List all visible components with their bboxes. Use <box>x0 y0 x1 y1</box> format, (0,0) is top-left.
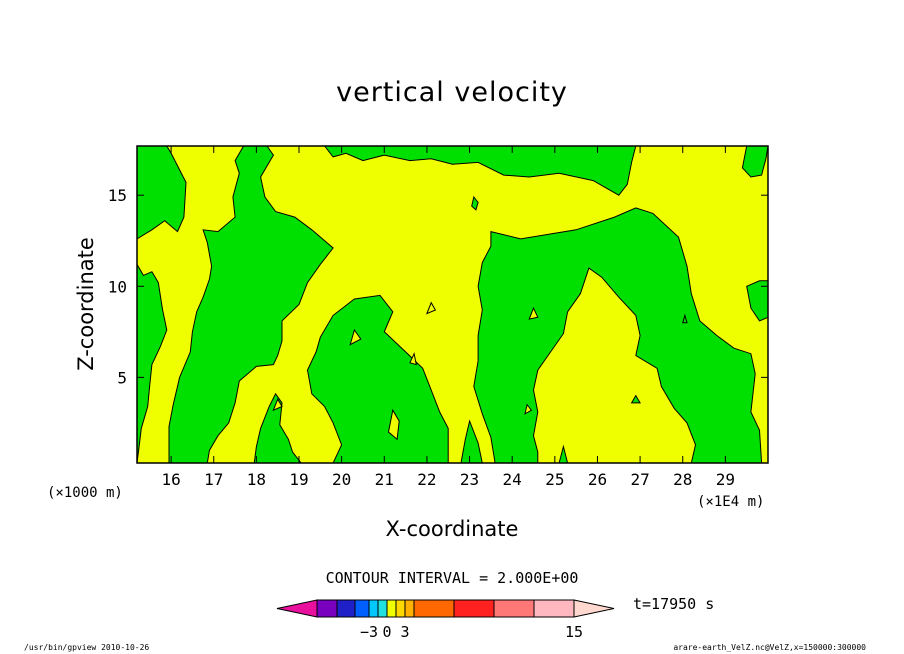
colorbar-box <box>493 599 535 618</box>
negative-region-4 <box>528 306 539 320</box>
positive-region-11 <box>471 195 479 211</box>
x-tick-label: 17 <box>204 470 223 489</box>
x-units-right-label: (×1E4 m) <box>697 494 764 510</box>
y-tick-label: 15 <box>108 186 127 205</box>
positive-region-1 <box>136 262 168 464</box>
chart-title: vertical velocity <box>336 77 568 108</box>
negative-region-5 <box>272 398 283 412</box>
colorbar-label: 0 <box>382 623 391 641</box>
negative-region-1 <box>349 328 362 346</box>
contour-interval-label: CONTOUR INTERVAL = 2.000E+00 <box>326 569 579 587</box>
colorbar-label: 3 <box>400 623 409 641</box>
negative-velocity-regions <box>272 301 539 441</box>
positive-region-2 <box>168 145 334 464</box>
x-tick-label: 19 <box>289 470 308 489</box>
positive-region-12 <box>682 313 688 324</box>
colorbar-box <box>413 599 455 618</box>
plot-frame <box>136 145 769 464</box>
x-tick-label: 21 <box>375 470 394 489</box>
positive-region-13 <box>630 394 641 404</box>
x-axis-ticks: 16 17 18 19 20 21 22 23 24 25 26 27 28 29 <box>161 146 735 489</box>
x-tick-label: 23 <box>460 470 479 489</box>
footer-right: arare-earth_VelZ.nc@VelZ,x=150000:300000 <box>673 643 866 652</box>
colorbar-box <box>377 599 388 618</box>
colorbar-box <box>533 599 575 618</box>
positive-region-0 <box>136 145 187 240</box>
y-tick-label: 10 <box>108 277 127 296</box>
x-tick-label: 20 <box>332 470 351 489</box>
y-axis-label: Z-coordinate <box>74 237 98 371</box>
colorbar-labels: −3 0 3 15 <box>360 623 583 641</box>
negative-region-3 <box>524 403 533 415</box>
x-units-left-label: (×1000 m) <box>47 485 123 501</box>
negative-region-2 <box>409 352 417 366</box>
x-tick-label: 18 <box>247 470 266 489</box>
positive-region-8 <box>306 294 449 464</box>
time-label: t=17950 s <box>633 595 714 613</box>
colorbar-label: 15 <box>565 623 583 641</box>
negative-region-0 <box>387 408 400 441</box>
colorbar-box <box>316 599 338 618</box>
positive-velocity-regions <box>136 145 769 464</box>
x-tick-label: 22 <box>417 470 436 489</box>
colorbar-box <box>336 599 356 618</box>
colorbar-box <box>395 599 406 618</box>
plot-area: 16 17 18 19 20 21 22 23 24 25 26 27 28 29 5 10 15 <box>108 145 769 489</box>
colorbar-box <box>404 599 415 618</box>
x-axis-label: X-coordinate <box>386 517 519 541</box>
y-axis-ticks: 5 10 15 <box>108 186 768 387</box>
colorbar-box <box>453 599 495 618</box>
x-tick-label: 26 <box>588 470 607 489</box>
positive-region-4 <box>323 145 637 196</box>
x-tick-label: 28 <box>673 470 692 489</box>
positive-region-5 <box>473 207 763 464</box>
x-tick-label: 25 <box>545 470 564 489</box>
footer-left: /usr/bin/gpview 2010-10-26 <box>24 643 149 652</box>
x-tick-label: 24 <box>503 470 522 489</box>
colorbar-box <box>386 599 397 618</box>
colorbar-min-arrow <box>276 599 318 618</box>
colorbar-label: −3 <box>360 623 378 641</box>
x-tick-label: 29 <box>716 470 735 489</box>
colorbar-box <box>368 599 379 618</box>
positive-region-3 <box>253 392 303 464</box>
negative-region-6 <box>425 301 437 315</box>
colorbar <box>276 599 615 618</box>
colorbar-max-arrow <box>573 599 615 618</box>
y-tick-label: 5 <box>117 368 127 387</box>
x-tick-label: 27 <box>630 470 649 489</box>
colorbar-box <box>354 599 370 618</box>
x-tick-label: 16 <box>161 470 180 489</box>
